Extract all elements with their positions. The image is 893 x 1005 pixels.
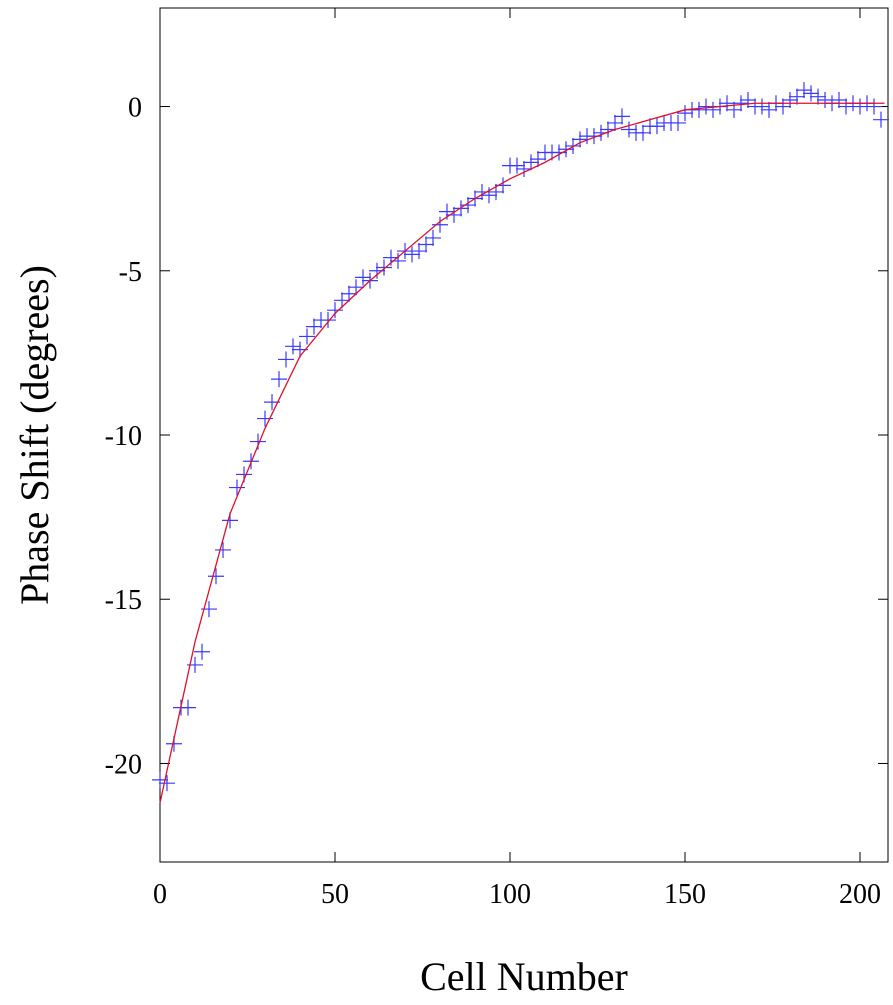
data-point	[271, 371, 287, 388]
data-point	[229, 479, 245, 496]
data-point	[348, 279, 364, 296]
x-tick-label: 200	[839, 879, 881, 910]
data-point	[586, 128, 602, 145]
plot-frame	[159, 7, 889, 863]
data-point	[677, 105, 693, 122]
data-point	[306, 318, 322, 335]
y-tick-label: -5	[119, 257, 142, 288]
data-point	[194, 643, 210, 660]
data-point	[509, 157, 525, 174]
x-tick-label: 50	[321, 879, 349, 910]
data-point	[278, 351, 294, 368]
x-tick-label: 0	[153, 879, 167, 910]
data-point	[817, 91, 833, 108]
data-point	[376, 259, 392, 276]
data-point	[733, 95, 749, 112]
data-point	[299, 328, 315, 345]
data-point	[726, 101, 742, 118]
data-point	[705, 101, 721, 118]
data-point	[852, 98, 868, 115]
data-point	[355, 269, 371, 286]
y-tick-label: -10	[105, 421, 142, 452]
data-point	[607, 114, 623, 131]
data-point	[418, 236, 434, 253]
x-tick-label: 150	[664, 879, 706, 910]
data-point	[341, 285, 357, 302]
data-point	[460, 197, 476, 214]
data-point	[831, 91, 847, 108]
data-point	[866, 98, 882, 115]
x-axis-label: Cell Number	[420, 954, 628, 999]
y-tick-label: -20	[105, 749, 142, 780]
data-point	[334, 292, 350, 309]
data-point	[670, 114, 686, 131]
data-point	[614, 108, 630, 125]
data-point	[572, 131, 588, 148]
data-point	[775, 98, 791, 115]
data-point	[327, 302, 343, 319]
data-point	[698, 98, 714, 115]
data-point	[257, 410, 273, 427]
data-point	[838, 98, 854, 115]
data-point	[635, 124, 651, 141]
data-point	[873, 111, 889, 128]
data-point	[649, 118, 665, 135]
x-tick-label: 100	[489, 879, 531, 910]
data-point	[446, 206, 462, 223]
y-tick-label: 0	[128, 93, 142, 124]
y-axis-label: Phase Shift (degrees)	[12, 265, 57, 605]
data-point	[411, 243, 427, 260]
data-point	[285, 338, 301, 355]
data-point	[719, 95, 735, 112]
data-point	[516, 160, 532, 177]
data-point	[796, 82, 812, 99]
data-point	[523, 154, 539, 171]
data-point	[621, 121, 637, 138]
data-point	[551, 144, 567, 161]
data-point	[558, 141, 574, 158]
data-point	[180, 699, 196, 716]
data-point	[320, 312, 336, 329]
data-point	[761, 101, 777, 118]
data-point	[740, 91, 756, 108]
data-point	[208, 568, 224, 585]
data-point	[789, 88, 805, 105]
data-point	[481, 187, 497, 204]
data-point	[530, 151, 546, 168]
data-point	[425, 229, 441, 246]
data-point	[159, 775, 175, 792]
fit-line	[159, 102, 885, 804]
data-point	[754, 98, 770, 115]
data-point	[432, 216, 448, 233]
data-point	[782, 91, 798, 108]
data-point	[810, 88, 826, 105]
data-point	[215, 541, 231, 558]
data-point	[691, 101, 707, 118]
data-point	[803, 85, 819, 102]
data-point	[404, 246, 420, 263]
y-tick-label: -15	[105, 585, 142, 616]
